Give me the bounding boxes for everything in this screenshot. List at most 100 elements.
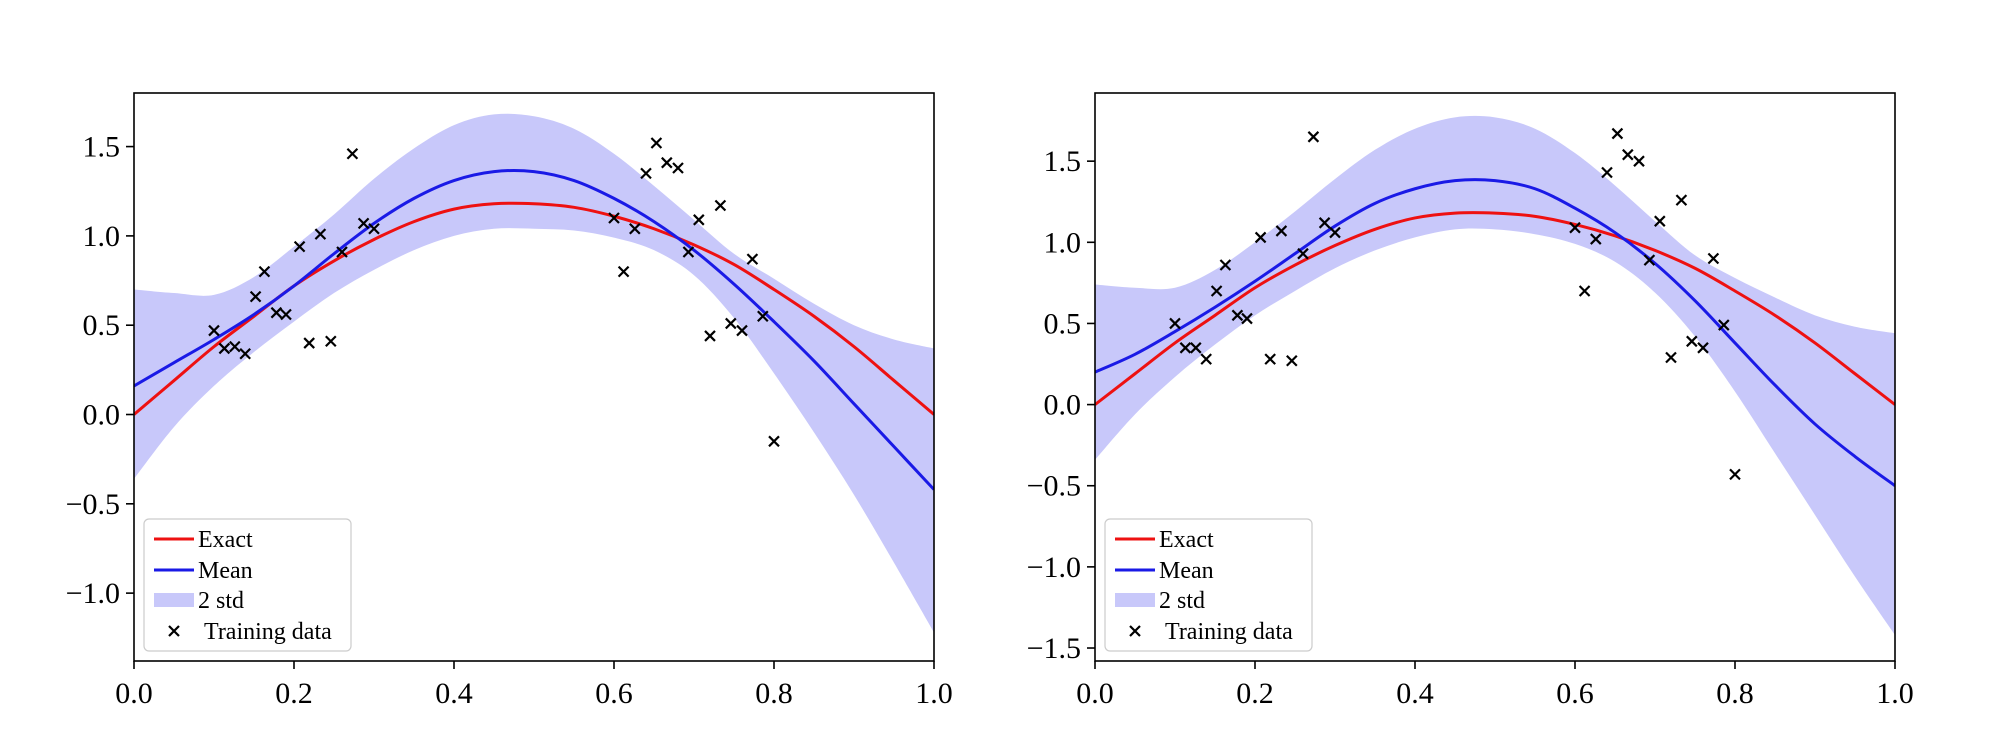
legend-label: Training data xyxy=(204,619,332,645)
training-point xyxy=(1179,342,1192,354)
x-tick-label: 0.6 xyxy=(595,677,633,710)
x-tick-label: 1.0 xyxy=(1876,677,1914,710)
training-point xyxy=(249,290,262,303)
training-point xyxy=(1307,131,1320,143)
legend-band-swatch xyxy=(154,593,194,607)
right-plot-panel: 0.0 0.2 0.4 0.6 0.8 1.0 −1.5 −1.0 −0.5 0.0 0.5 1.0 1… xyxy=(1027,92,1914,710)
x-tick-label: 0.4 xyxy=(1396,677,1434,710)
training-point xyxy=(314,228,327,240)
y-tick-label: 1.0 xyxy=(83,220,121,253)
legend-band-swatch xyxy=(1115,593,1155,607)
training-point xyxy=(1633,155,1645,167)
y-tick-label: 0.5 xyxy=(83,309,121,342)
mean-line xyxy=(1095,178,1895,487)
y-tick-label: −1.0 xyxy=(66,577,120,610)
training-point xyxy=(270,306,283,319)
training-point xyxy=(1275,225,1288,237)
axes-frame xyxy=(1094,92,1896,662)
training-point xyxy=(672,162,684,174)
training-point xyxy=(1686,335,1698,348)
training-point xyxy=(1286,354,1298,367)
training-point xyxy=(346,147,359,160)
training-point xyxy=(303,337,315,349)
y-tick-label: −1.5 xyxy=(1027,632,1081,665)
legend: Exact Mean 2 std Training data xyxy=(143,518,352,652)
legend-label: 2 std xyxy=(1159,588,1205,614)
legend-label: 2 std xyxy=(198,588,244,614)
training-point xyxy=(293,240,306,253)
training-point xyxy=(725,317,737,330)
training-point xyxy=(736,324,748,337)
training-point xyxy=(1569,221,1581,234)
training-point xyxy=(640,167,652,180)
plot-area xyxy=(134,113,934,633)
x-tick-label: 0.2 xyxy=(275,677,313,710)
training-point xyxy=(682,246,695,258)
training-point xyxy=(1718,319,1730,331)
training-point xyxy=(1169,317,1181,330)
x-tick-label: 0.2 xyxy=(1236,677,1274,710)
x-tick-label: 0.0 xyxy=(115,677,153,710)
mean-line xyxy=(134,168,934,491)
training-point xyxy=(229,340,241,353)
training-point xyxy=(714,199,727,212)
training-point xyxy=(1578,285,1591,297)
legend-label: Mean xyxy=(198,558,253,584)
legend-label: Exact xyxy=(1159,527,1214,553)
training-point xyxy=(650,137,663,149)
training-point xyxy=(768,435,780,448)
y-tick-label: −0.5 xyxy=(66,488,120,521)
training-point xyxy=(1611,127,1624,140)
training-point xyxy=(1297,247,1309,260)
training-point xyxy=(1601,166,1613,179)
training-point xyxy=(336,246,348,258)
training-point xyxy=(1318,217,1331,229)
training-point xyxy=(1241,312,1253,325)
left-plot-panel: 0.0 0.2 0.4 0.6 0.8 1.0 −1.0 −0.5 0.0 0.5 1.0 1.5 Ex… xyxy=(66,92,953,710)
training-point xyxy=(258,265,271,278)
training-point xyxy=(1654,215,1666,227)
training-point xyxy=(1210,285,1223,297)
y-tick-label: 0.5 xyxy=(1044,307,1082,340)
training-point xyxy=(1643,254,1656,266)
legend-point-swatch xyxy=(1129,625,1141,637)
legend-label: Mean xyxy=(1159,558,1214,584)
training-point xyxy=(608,212,620,224)
training-point xyxy=(325,335,337,348)
training-point xyxy=(1590,233,1602,245)
legend-label: Training data xyxy=(1165,619,1293,645)
y-tick-label: −1.0 xyxy=(1027,551,1081,584)
legend-point-swatch xyxy=(168,625,180,637)
std-band xyxy=(134,113,934,633)
training-point xyxy=(1254,231,1267,244)
training-point xyxy=(704,330,716,342)
x-tick-label: 0.8 xyxy=(755,677,793,710)
training-point xyxy=(1219,259,1232,271)
training-point xyxy=(693,214,705,226)
exact-line xyxy=(1095,211,1895,406)
training-point xyxy=(239,348,251,360)
training-point xyxy=(617,265,630,278)
legend: Exact Mean 2 std Training data xyxy=(1104,518,1313,652)
training-point xyxy=(746,253,759,265)
training-point xyxy=(218,342,231,355)
axes-frame xyxy=(133,92,935,662)
x-tick-label: 0.6 xyxy=(1556,677,1594,710)
y-tick-label: −0.5 xyxy=(1027,470,1081,503)
training-point xyxy=(368,222,380,235)
x-tick-label: 0.4 xyxy=(435,677,473,710)
training-point xyxy=(629,222,641,235)
training-point xyxy=(1675,194,1688,206)
training-point xyxy=(1231,309,1244,322)
training-point xyxy=(1707,252,1720,265)
legend-box xyxy=(1104,518,1313,652)
training-point xyxy=(757,310,769,323)
x-tick-label: 0.8 xyxy=(1716,677,1754,710)
training-point xyxy=(1200,353,1212,365)
y-tick-label: 1.5 xyxy=(1044,145,1082,178)
std-band xyxy=(1095,115,1895,636)
y-tick-label: 0.0 xyxy=(83,399,121,432)
training-point xyxy=(1622,148,1634,161)
x-tick-label: 1.0 xyxy=(915,677,953,710)
training-point xyxy=(1729,468,1741,481)
